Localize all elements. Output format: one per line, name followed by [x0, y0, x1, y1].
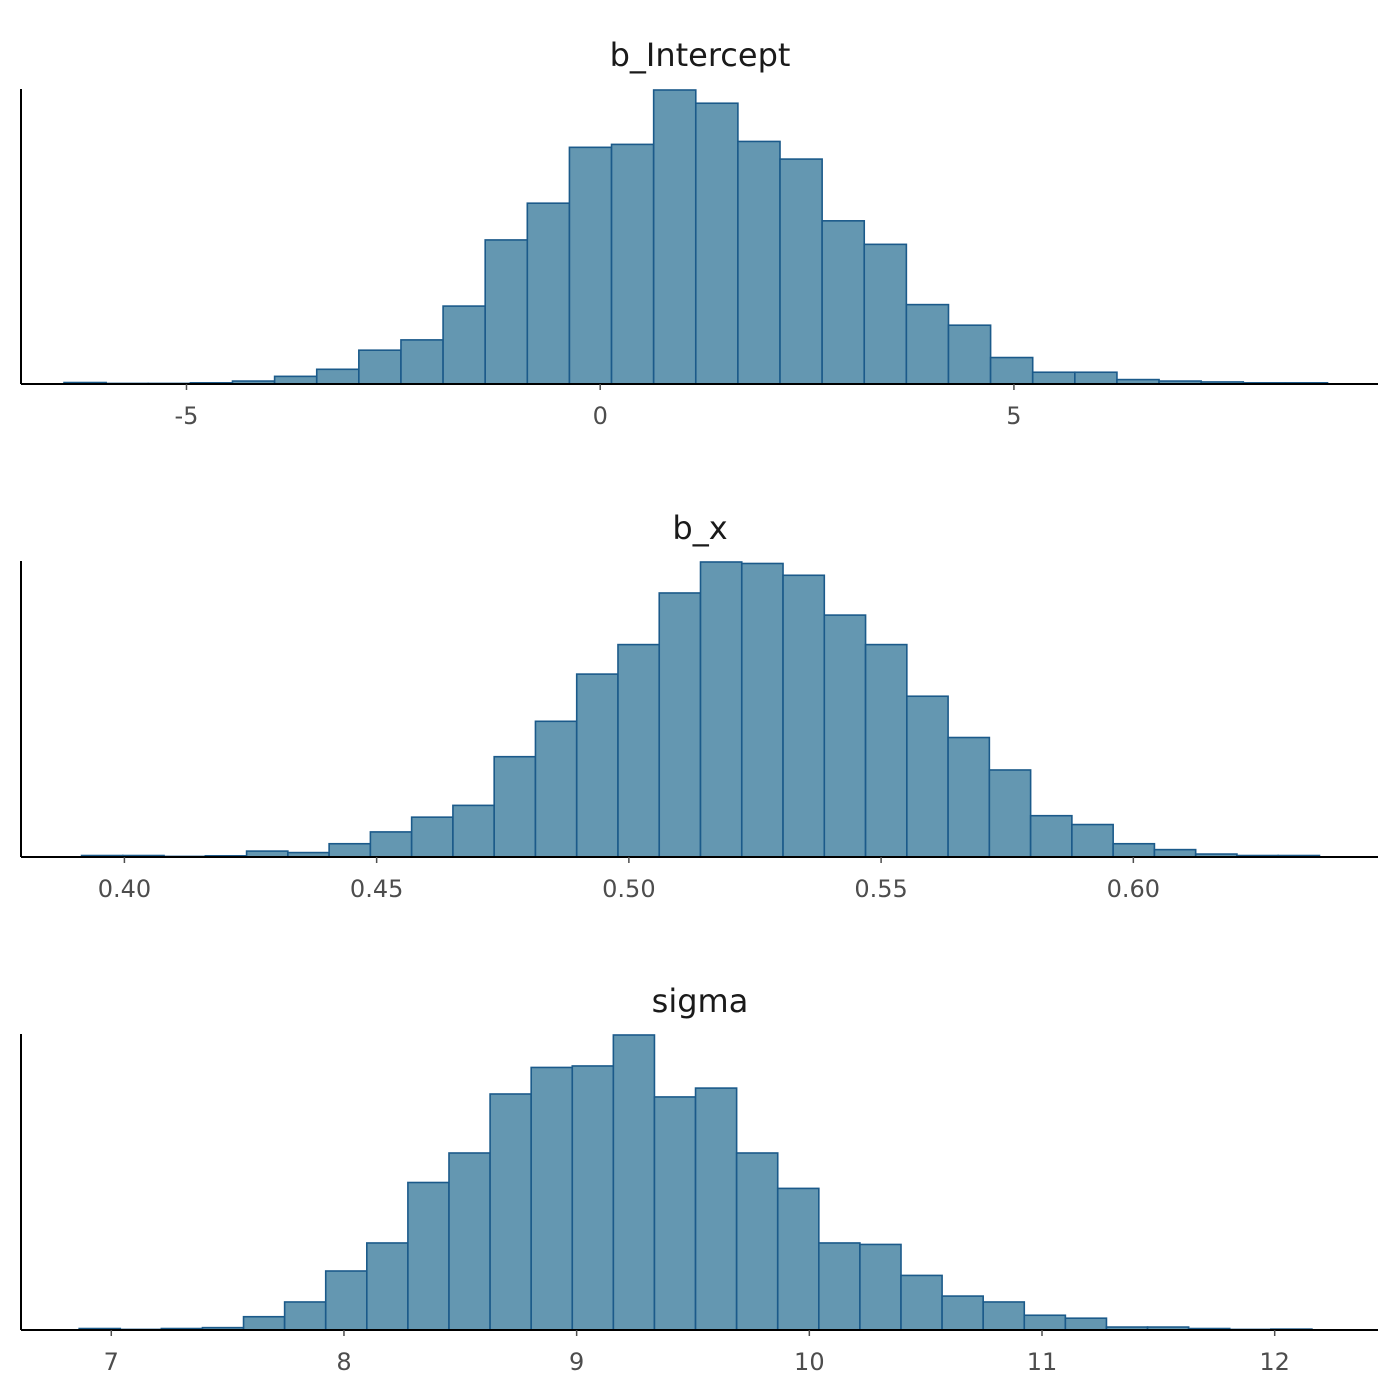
histogram-bar: [989, 356, 1034, 385]
histogram-bar: [575, 673, 619, 858]
histogram-bar: [410, 816, 454, 858]
x-tick-label: 12: [1259, 1348, 1290, 1376]
x-tick-label: 7: [104, 1348, 119, 1376]
histogram-bar: [242, 1315, 286, 1331]
histogram-bar: [947, 324, 992, 385]
histogram-bar: [694, 102, 739, 385]
histogram-bar: [315, 368, 360, 385]
histogram-bar: [484, 239, 529, 385]
histogram-bar: [982, 1301, 1026, 1331]
histogram-bar: [324, 1270, 368, 1331]
x-tick-label: 0.60: [1107, 875, 1160, 903]
histogram-bar: [905, 303, 950, 385]
x-tick-label: -5: [175, 402, 199, 430]
histogram-bar: [658, 592, 702, 858]
histogram-bar: [273, 375, 318, 385]
histogram-bar: [366, 1242, 409, 1331]
histogram-bar: [779, 158, 823, 385]
histogram-bar: [452, 804, 495, 858]
histogram-bar: [941, 1295, 984, 1331]
histogram-bar: [653, 1096, 697, 1331]
histogram-bar: [617, 643, 661, 858]
histogram-bar: [823, 614, 867, 858]
histogram-bar: [864, 643, 908, 858]
histogram-bar: [740, 562, 784, 858]
histogram-bar: [534, 720, 578, 858]
histogram-bar: [1071, 823, 1114, 858]
histogram-bar: [400, 339, 444, 385]
x-tick-label: 0.40: [98, 875, 151, 903]
histogram-panel-sigma: sigma 7 8 9 10 11 12: [20, 982, 1378, 1376]
histogram-bar: [448, 1152, 491, 1331]
histogram-bar: [530, 1066, 574, 1331]
x-tick-label: 0.55: [854, 875, 907, 903]
histogram-bar: [442, 305, 486, 385]
histogram-bar: [863, 243, 908, 385]
histogram-bar: [283, 1301, 327, 1331]
x-tick-label: 10: [794, 1348, 825, 1376]
histogram-bar: [947, 736, 991, 858]
x-tick-label: 5: [1006, 402, 1021, 430]
panel-title: b_x: [672, 509, 727, 547]
histogram-bar: [1064, 1317, 1108, 1331]
histogram-bar: [776, 1187, 820, 1331]
histogram-bar: [906, 695, 949, 858]
histogram-bar: [571, 1065, 615, 1331]
x-tick-label: 0.50: [602, 875, 655, 903]
histogram-panel-b-x: b_x 0.40 0.45 0.50 0.55 0.60: [20, 509, 1378, 903]
histogram-bar: [610, 143, 655, 385]
x-tick-label: 0.45: [350, 875, 403, 903]
histogram-bar: [489, 1093, 532, 1331]
histogram-bar: [1074, 371, 1118, 385]
histogram-bar: [694, 1087, 738, 1331]
x-tick-label: 9: [569, 1348, 584, 1376]
histogram-bar: [1112, 842, 1156, 858]
panel-title: b_Intercept: [610, 36, 791, 74]
histogram-bar: [699, 561, 743, 858]
histogram-bar: [369, 831, 413, 858]
histogram-bar: [568, 146, 613, 385]
histogram-bar: [526, 202, 571, 385]
histogram-bar: [818, 1242, 861, 1331]
histogram-bar: [328, 842, 372, 858]
x-tick-label: 8: [336, 1348, 351, 1376]
x-tick-label: 0: [593, 402, 608, 430]
histogram-panel-b-intercept: b_Intercept -5 0 5: [20, 36, 1378, 430]
histogram-bar: [900, 1274, 943, 1331]
histogram-bar: [652, 89, 697, 385]
histogram-bar: [735, 1152, 779, 1331]
panel-title: sigma: [652, 982, 749, 1020]
histogram-bar: [1031, 371, 1076, 385]
histogram-bar: [737, 140, 781, 385]
histogram-bar: [358, 349, 402, 385]
histogram-bar: [407, 1181, 450, 1331]
histogram-bar: [821, 220, 866, 385]
x-tick-label: 11: [1027, 1348, 1058, 1376]
histogram-bar: [612, 1034, 656, 1331]
histogram-bar: [782, 574, 826, 858]
histogram-bar: [988, 769, 1032, 858]
histogram-bar: [1153, 848, 1197, 858]
histogram-bar: [1029, 814, 1073, 858]
histogram-bar: [1023, 1314, 1067, 1331]
histogram-bar: [493, 755, 537, 858]
histogram-bar: [859, 1243, 902, 1331]
